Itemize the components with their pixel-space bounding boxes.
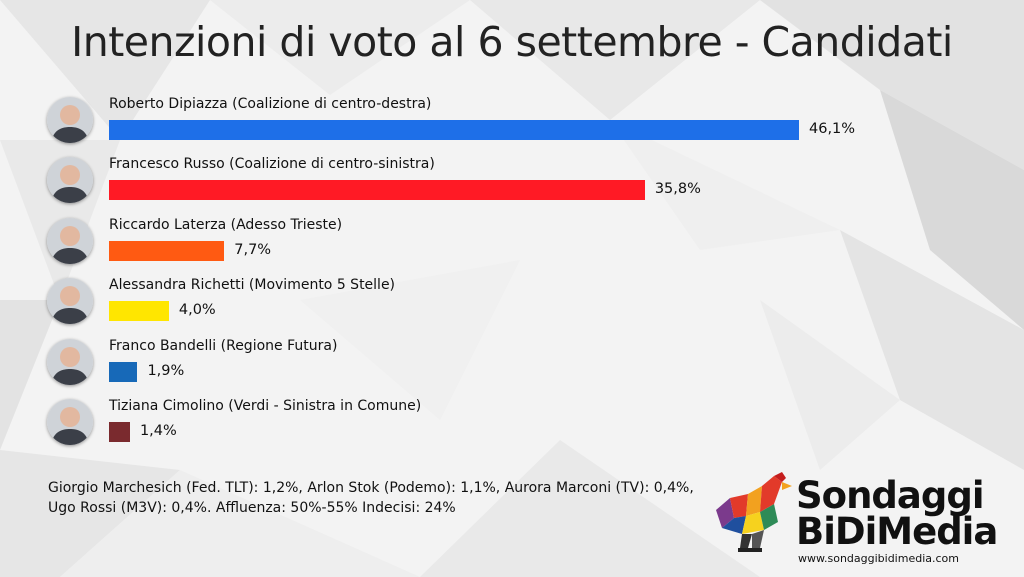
- candidate-label: Tiziana Cimolino (Verdi - Sinistra in Co…: [109, 398, 422, 414]
- candidate-photo-icon: [47, 399, 93, 445]
- bar-value-label: 1,4%: [139, 423, 177, 439]
- logo-text-sondaggi: Sondaggi: [796, 474, 985, 517]
- candidate-label: Roberto Dipiazza (Coalizione di centro-d…: [109, 96, 432, 112]
- candidate-photo-icon: [47, 157, 93, 204]
- bar: [109, 120, 799, 140]
- candidate-photo-icon: [47, 217, 93, 264]
- bar-value-label: 4,0%: [178, 302, 216, 319]
- bar: [109, 301, 169, 322]
- rooster-icon: [716, 472, 792, 552]
- chart-title: Intenzioni di voto al 6 settembre - Cand…: [71, 18, 953, 66]
- bar: [109, 422, 130, 442]
- candidate-photo-icon: [47, 97, 93, 143]
- bar: [109, 361, 138, 382]
- candidate-label: Franco Bandelli (Regione Futura): [109, 337, 338, 354]
- bar: [109, 240, 225, 261]
- footer-line-2: Ugo Rossi (M3V): 0,4%. Affluenza: 50%-55…: [48, 500, 456, 516]
- footer-note: Giorgio Marchesich (Fed. TLT): 1,2%, Arl…: [48, 478, 728, 518]
- candidate-label: Alessandra Richetti (Movimento 5 Stelle): [109, 277, 396, 294]
- candidate-label: Riccardo Laterza (Adesso Trieste): [109, 216, 343, 233]
- candidate-label: Francesco Russo (Coalizione di centro-si…: [109, 156, 435, 173]
- logo-url: www.sondaggibidimedia.com: [798, 552, 959, 565]
- bar-value-label: 35,8%: [654, 181, 701, 198]
- bar-value-label: 46,1%: [809, 121, 856, 137]
- bar: [109, 180, 645, 201]
- bar-value-label: 1,9%: [147, 362, 185, 379]
- bar-value-label: 7,7%: [234, 241, 272, 258]
- candidate-photo-icon: [47, 278, 93, 325]
- logo-text-bidimedia: BiDiMedia: [796, 510, 998, 553]
- brand-logo: Sondaggi BiDiMedia www.sondaggibidimedia…: [712, 472, 1012, 572]
- candidate-photo-icon: [47, 338, 93, 385]
- footer-line-1: Giorgio Marchesich (Fed. TLT): 1,2%, Arl…: [48, 480, 694, 496]
